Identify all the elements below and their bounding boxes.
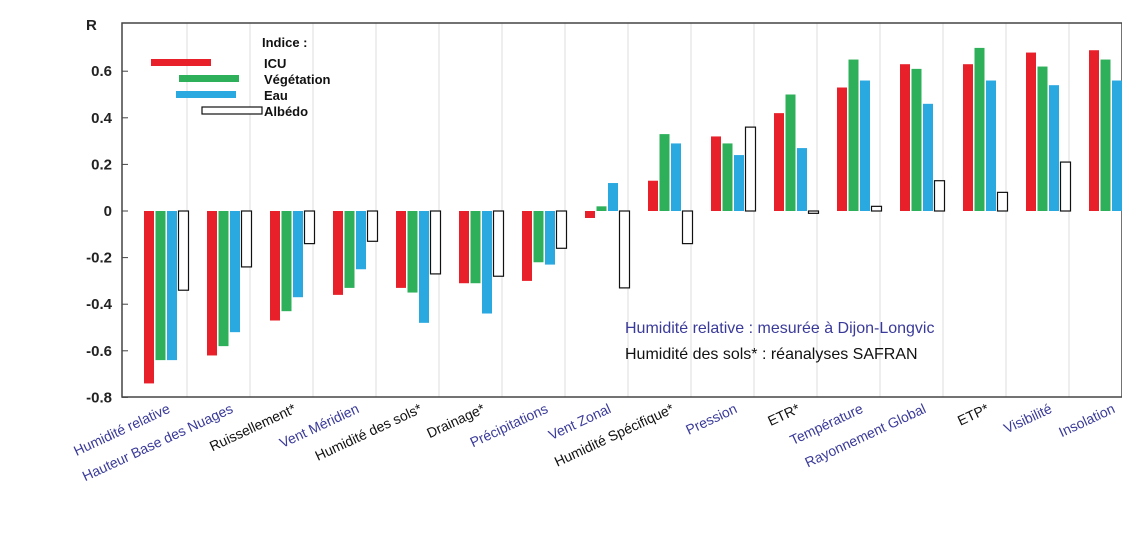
bar — [459, 211, 469, 284]
y-axis-label: R — [86, 17, 97, 34]
bar — [333, 211, 343, 295]
legend-label: Eau — [264, 88, 288, 103]
y-tick-label: -0.2 — [86, 250, 112, 267]
bar — [470, 211, 481, 284]
bar — [218, 211, 229, 347]
bar — [900, 64, 910, 212]
annotations: Humidité relative : mesurée à Dijon-Long… — [625, 320, 934, 363]
bar — [923, 103, 933, 211]
bar — [281, 211, 292, 312]
category-label: ETP* — [955, 400, 992, 429]
legend-label: ICU — [264, 56, 286, 71]
category-label: Humidité Spécifique* — [552, 400, 677, 470]
bar — [1026, 52, 1036, 212]
bar — [356, 211, 366, 270]
bar — [303, 210, 316, 245]
legend-label: Végétation — [264, 72, 331, 87]
category-label: Pression — [683, 400, 739, 438]
bar — [492, 210, 505, 277]
bar — [963, 64, 973, 212]
plot-frame — [121, 22, 1122, 398]
bar — [722, 143, 733, 211]
legend-label: Albédo — [264, 104, 308, 119]
bar — [774, 113, 784, 211]
bar — [555, 210, 568, 249]
bar — [596, 206, 607, 211]
bar — [366, 210, 379, 242]
y-tick-label: 0 — [104, 203, 112, 220]
bar — [648, 180, 658, 211]
y-tick-label: 0.6 — [91, 63, 112, 80]
bar — [870, 205, 883, 212]
bar — [711, 136, 721, 211]
bar — [177, 210, 190, 291]
legend-swatch — [151, 59, 211, 66]
bar — [681, 210, 694, 245]
bar — [1100, 59, 1111, 211]
bar — [744, 126, 757, 212]
category-label: Insolation — [1056, 400, 1117, 440]
bar — [240, 210, 253, 268]
bar — [848, 59, 859, 211]
y-tick-label: 0.2 — [91, 156, 112, 173]
y-axis-ticks: 0.6 0.4 0.2 0 -0.2 -0.4 -0.6 -0.8 — [86, 63, 128, 406]
bar — [407, 211, 418, 293]
annotation-text: Humidité relative : mesurée à Dijon-Long… — [625, 320, 934, 337]
bar — [396, 211, 406, 288]
bar — [659, 134, 670, 211]
y-tick-label: 0.4 — [91, 110, 113, 127]
bar — [1049, 85, 1059, 211]
bar — [618, 210, 631, 289]
bar — [860, 80, 870, 212]
bar — [522, 211, 532, 281]
bar — [167, 211, 177, 361]
legend-swatch — [176, 91, 236, 98]
bar — [207, 211, 217, 356]
legend-swatch — [201, 106, 263, 115]
bar — [986, 80, 996, 212]
category-label: Visibilité — [1001, 400, 1054, 436]
bar — [533, 211, 544, 263]
bar — [545, 211, 555, 265]
bar — [807, 210, 820, 214]
bar — [785, 94, 796, 211]
bar — [974, 47, 985, 212]
bar — [482, 211, 492, 314]
category-label: ETR* — [765, 400, 803, 429]
category-label: Humidité des sols* — [312, 400, 424, 464]
legend-title: Indice : — [262, 35, 308, 50]
bar — [1089, 50, 1099, 212]
bar — [293, 211, 303, 298]
bars — [144, 47, 1122, 384]
bar — [1059, 161, 1072, 212]
legend-swatch — [179, 75, 239, 82]
bar — [671, 143, 681, 211]
bar — [608, 183, 618, 211]
bar — [911, 68, 922, 212]
y-tick-label: -0.8 — [86, 389, 112, 406]
bar — [933, 180, 946, 212]
bar — [144, 211, 154, 384]
bar — [155, 211, 166, 361]
bar — [419, 211, 429, 323]
bar — [585, 211, 595, 218]
bar — [734, 155, 744, 211]
bar — [1037, 66, 1048, 211]
y-tick-label: -0.6 — [86, 343, 112, 360]
bar — [837, 87, 847, 211]
bar — [996, 191, 1009, 212]
bar — [797, 148, 807, 211]
y-tick-label: -0.4 — [86, 296, 113, 313]
bar — [344, 211, 355, 288]
bar — [1112, 80, 1122, 212]
bar — [230, 211, 240, 333]
annotation-text: Humidité des sols* : réanalyses SAFRAN — [625, 346, 918, 363]
bar — [270, 211, 280, 321]
bar — [429, 210, 442, 275]
